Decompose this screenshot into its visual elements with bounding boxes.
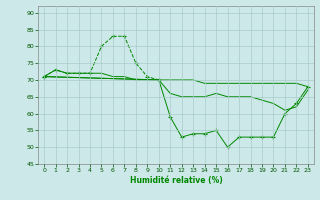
X-axis label: Humidité relative (%): Humidité relative (%) — [130, 176, 222, 185]
